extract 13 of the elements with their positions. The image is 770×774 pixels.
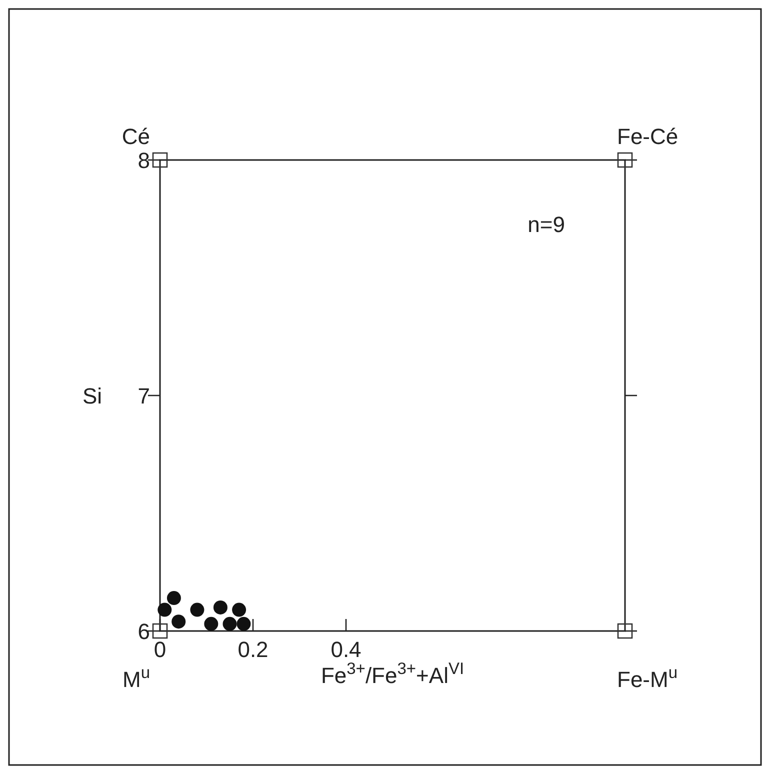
y-tick-label: 6 xyxy=(138,619,150,644)
x-tick-label: 0 xyxy=(154,637,166,662)
x-axis-title: Fe$^{3+}$/Fe$^{3+}$+Al$^{VI}$ xyxy=(320,660,464,688)
x-tick-label: 0.2 xyxy=(238,637,268,662)
y-tick-label: 7 xyxy=(138,384,150,408)
annotation: n=9 xyxy=(528,212,565,237)
text: Fe-M$^{u}$ xyxy=(617,664,678,692)
text: Fe-Cé xyxy=(617,124,678,149)
x-tick-label: 0.4 xyxy=(330,637,362,662)
y-axis-title: Si xyxy=(82,384,102,408)
y-tick-label: 8 xyxy=(138,148,150,173)
text: Cé xyxy=(122,124,150,149)
text: M$^{u}$ xyxy=(122,664,150,692)
